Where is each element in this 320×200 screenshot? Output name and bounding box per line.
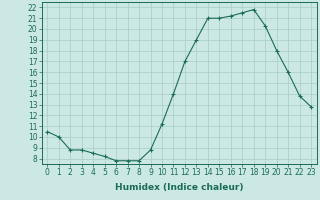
X-axis label: Humidex (Indice chaleur): Humidex (Indice chaleur) [115,183,244,192]
